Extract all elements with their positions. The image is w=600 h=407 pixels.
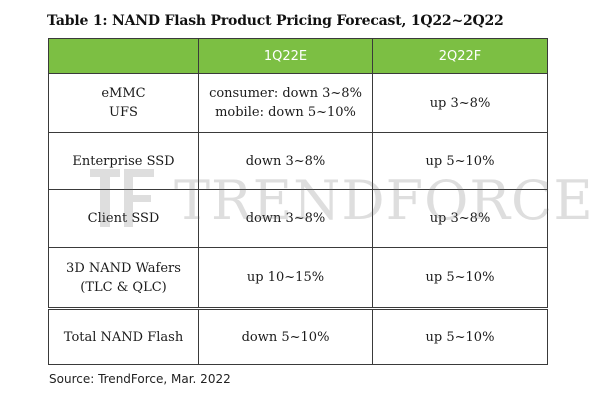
product-label: Enterprise SSD [72, 153, 175, 169]
forecast-value: down 5~10% [241, 329, 330, 345]
product-cell: 3D NAND Wafers (TLC & QLC) [48, 247, 199, 309]
product-cell: Client SSD [48, 189, 199, 248]
product-label: Client SSD [87, 211, 160, 226]
header-cell-2q22f: 2Q22F [372, 38, 548, 74]
product-label: UFS [109, 105, 138, 120]
forecast-cell-2q22f: up 5~10% [372, 307, 548, 365]
forecast-cell-1q22e: up 10~15% [198, 247, 373, 309]
header-cell-blank [48, 38, 199, 74]
product-cell: Enterprise SSD [48, 132, 199, 190]
forecast-value: up 10~15% [246, 270, 325, 285]
forecast-value: down 3~8% [245, 211, 326, 226]
forecast-cell-2q22f: up 5~10% [372, 132, 548, 190]
forecast-value: consumer: down 3~8% [209, 86, 362, 101]
product-label: eMMC [101, 86, 146, 101]
source-note: Source: TrendForce, Mar. 2022 [49, 372, 231, 386]
forecast-cell-1q22e: consumer: down 3~8% mobile: down 5~10% [198, 73, 373, 133]
header-row: 1Q22E 2Q22F [48, 38, 548, 74]
forecast-cell-2q22f: up 3~8% [372, 189, 548, 248]
table-row: 3D NAND Wafers (TLC & QLC) up 10~15% up … [48, 247, 548, 309]
forecast-value: down 3~8% [245, 153, 326, 169]
product-label: 3D NAND Wafers [66, 260, 181, 276]
table-row: Enterprise SSD down 3~8% up 5~10% [48, 132, 548, 190]
forecast-cell-2q22f: up 3~8% [372, 73, 548, 133]
product-label: (TLC & QLC) [80, 279, 167, 295]
table-row-total: Total NAND Flash down 5~10% up 5~10% [48, 307, 548, 365]
forecast-cell-2q22f: up 5~10% [372, 247, 548, 309]
forecast-value: mobile: down 5~10% [215, 105, 356, 120]
header-cell-1q22e: 1Q22E [198, 38, 373, 74]
table-row: Client SSD down 3~8% up 3~8% [48, 189, 548, 248]
table-title: Table 1: NAND Flash Product Pricing Fore… [47, 13, 504, 29]
forecast-cell-1q22e: down 3~8% [198, 132, 373, 190]
product-cell: eMMC UFS [48, 73, 199, 133]
table-row: eMMC UFS consumer: down 3~8% mobile: dow… [48, 73, 548, 133]
forecast-cell-1q22e: down 3~8% [198, 189, 373, 248]
pricing-forecast-table: 1Q22E 2Q22F eMMC UFS consumer: down 3~8%… [48, 38, 548, 365]
product-cell: Total NAND Flash [48, 307, 199, 365]
forecast-cell-1q22e: down 5~10% [198, 307, 373, 365]
product-label: Total NAND Flash [63, 329, 184, 345]
